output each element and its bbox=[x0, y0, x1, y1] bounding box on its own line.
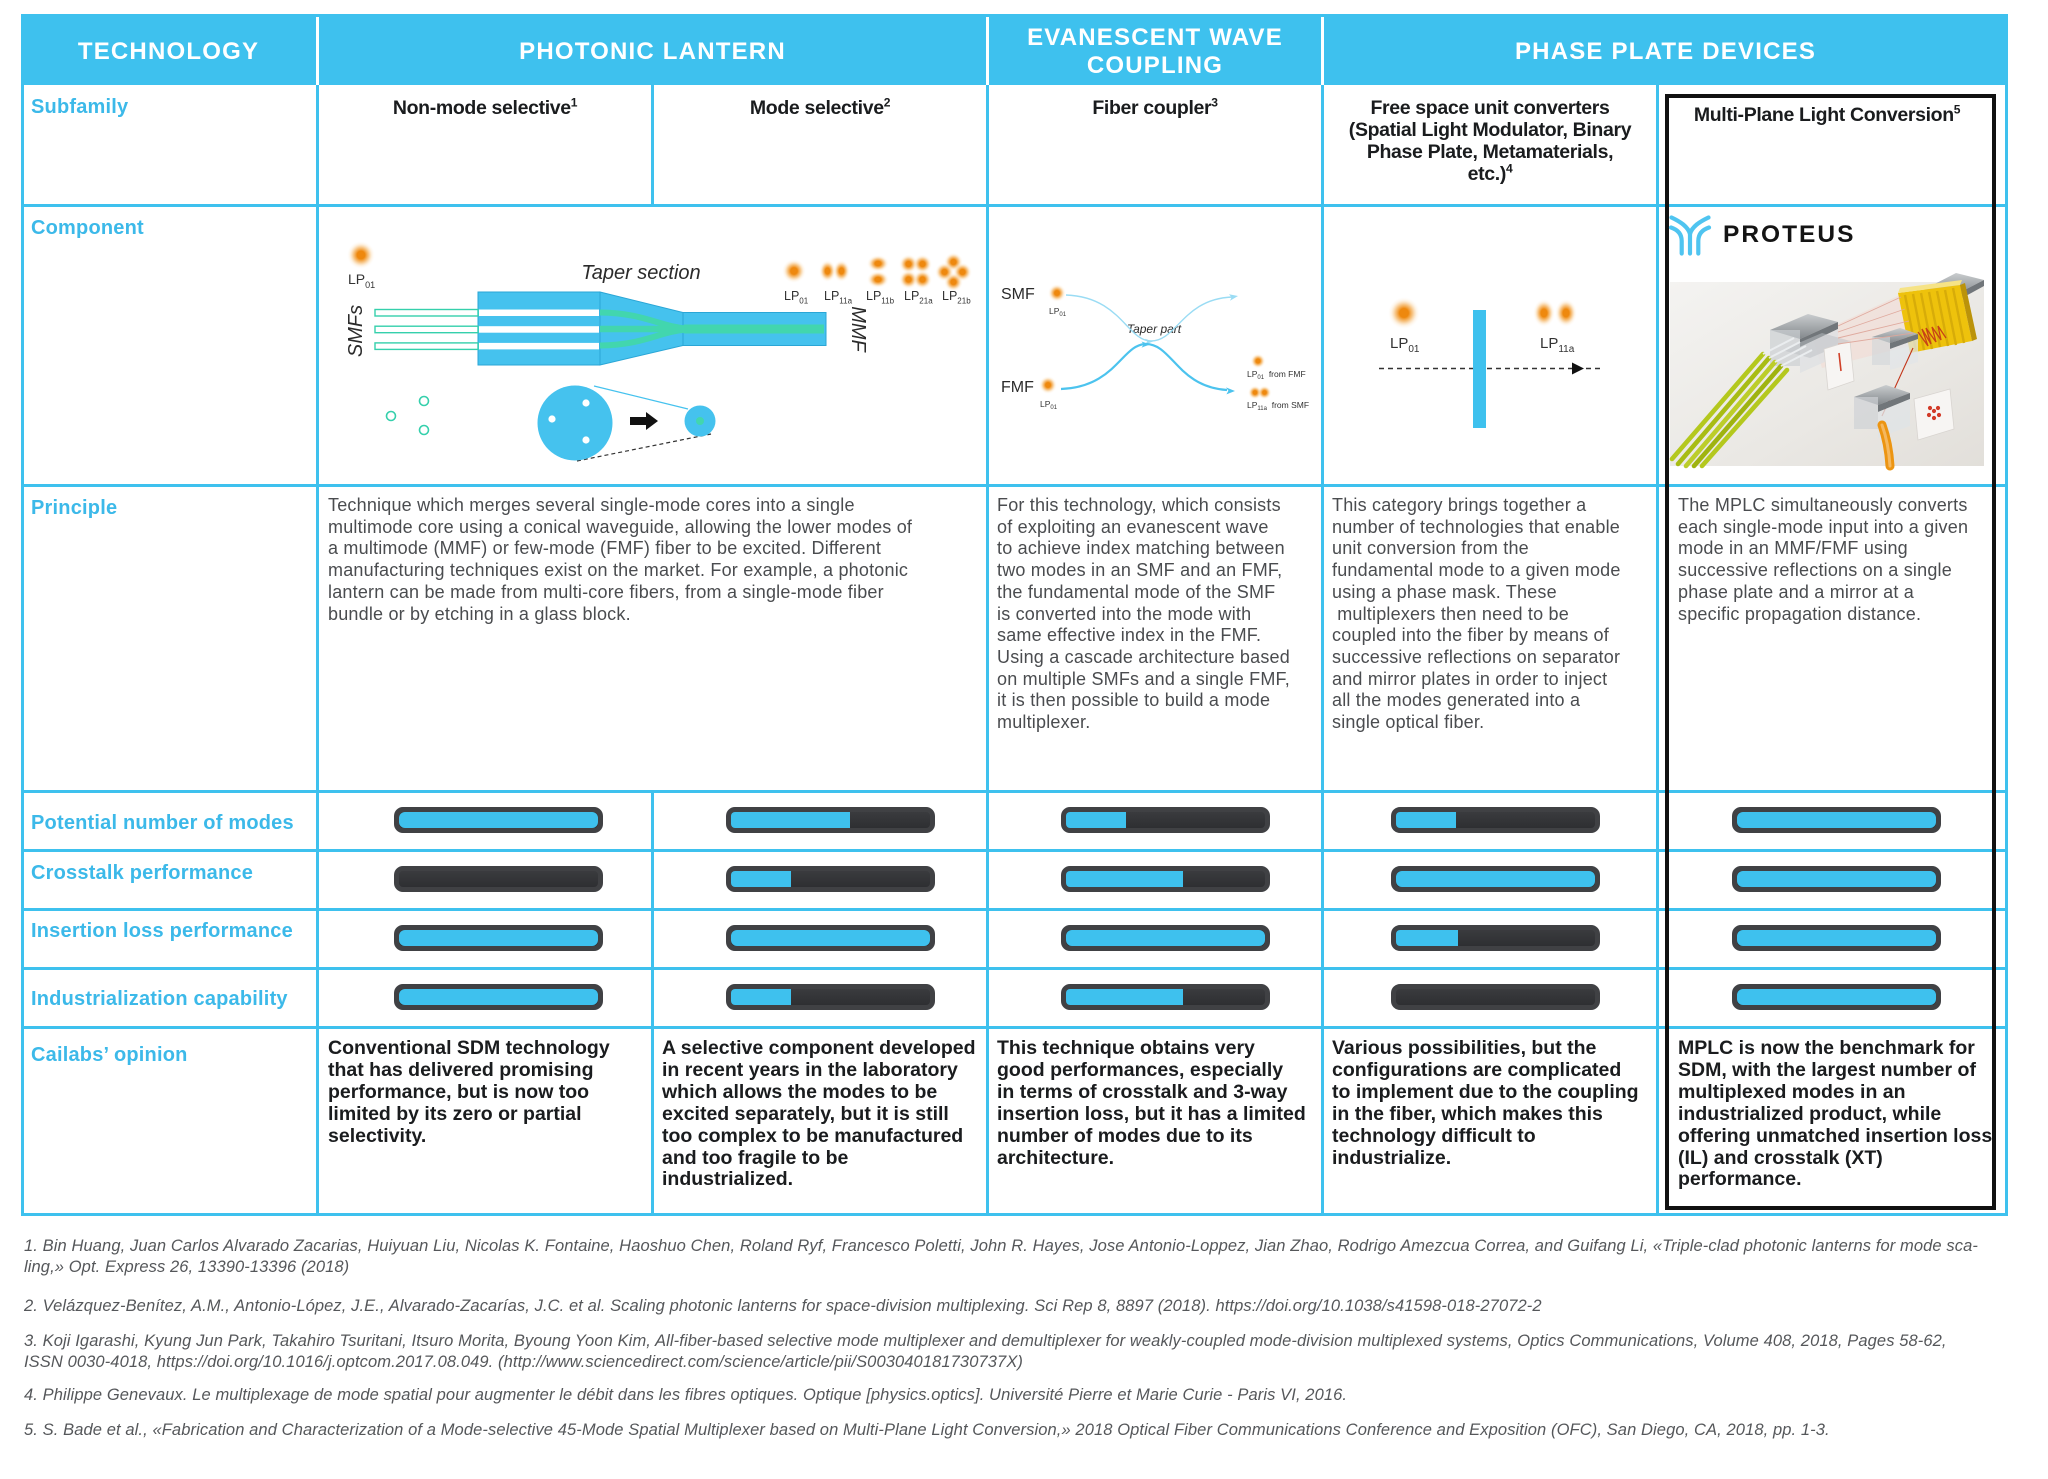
svg-text:PROTEUS: PROTEUS bbox=[1723, 221, 1855, 248]
svg-text:MMF: MMF bbox=[847, 306, 869, 353]
svg-text:LP01: LP01 bbox=[1040, 399, 1058, 411]
svg-text:LP21a: LP21a bbox=[904, 289, 933, 306]
svg-text:LP01 from FMF: LP01 from FMF bbox=[1247, 369, 1306, 381]
svg-text:SMFs: SMFs bbox=[345, 305, 367, 357]
svg-text:LP01: LP01 bbox=[348, 271, 375, 290]
svg-text:LP11a: LP11a bbox=[1540, 335, 1575, 355]
svg-text:FMF: FMF bbox=[1001, 379, 1034, 396]
svg-text:LP01: LP01 bbox=[1049, 306, 1067, 318]
svg-text:LP11b: LP11b bbox=[866, 289, 895, 306]
svg-text:LP21b: LP21b bbox=[942, 289, 971, 306]
svg-text:Taper part: Taper part bbox=[1127, 322, 1182, 336]
svg-text:LP11a from SMF: LP11a from SMF bbox=[1247, 400, 1309, 412]
svg-text:LP01: LP01 bbox=[784, 289, 809, 306]
svg-text:Taper section: Taper section bbox=[581, 262, 700, 284]
svg-text:LP11a: LP11a bbox=[824, 289, 853, 306]
svg-text:SMF: SMF bbox=[1001, 286, 1035, 303]
svg-text:LP01: LP01 bbox=[1390, 335, 1420, 355]
